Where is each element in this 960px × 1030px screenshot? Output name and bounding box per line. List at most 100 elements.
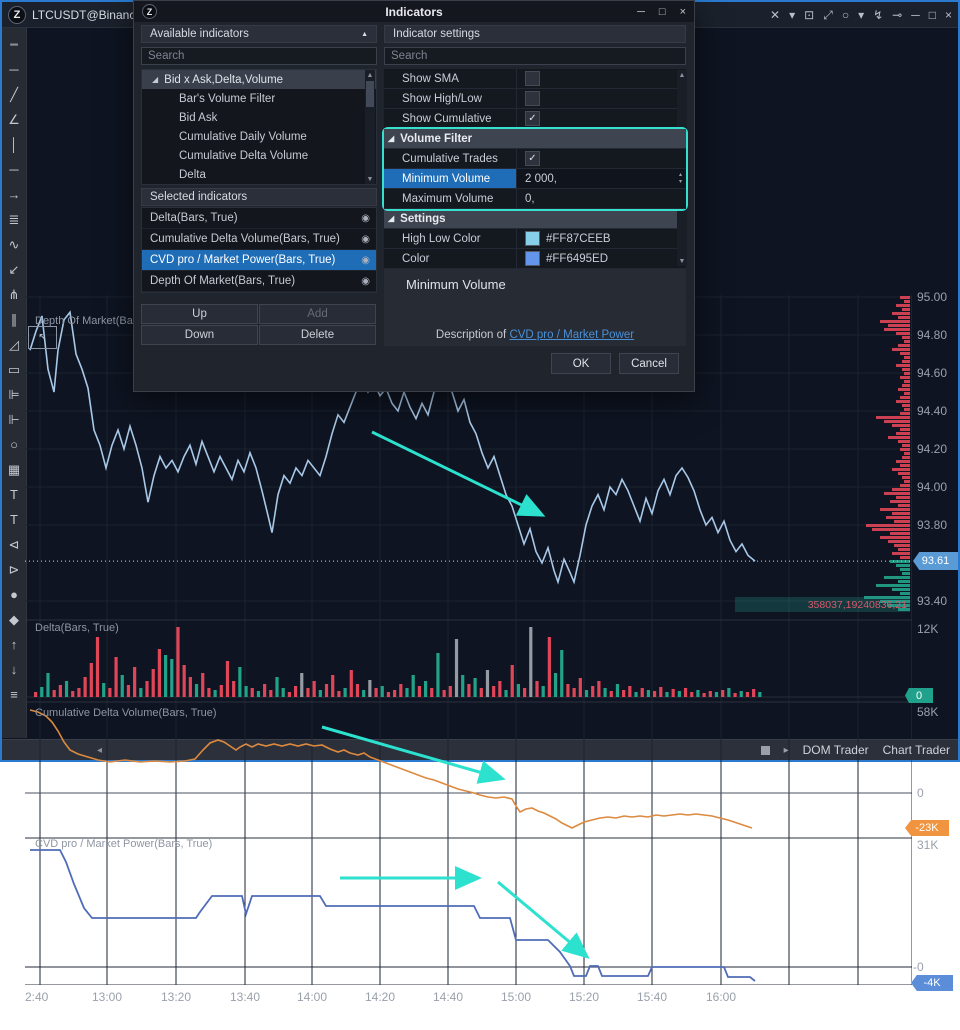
diamond-tool-icon[interactable]: ◆ xyxy=(2,607,27,632)
color-swatch[interactable] xyxy=(525,231,540,246)
settings-row-volume-filter[interactable]: ◢Volume Filter xyxy=(384,129,686,149)
sort-tool-icon[interactable]: ≡ xyxy=(2,682,27,707)
cancel-button[interactable]: Cancel xyxy=(619,353,679,374)
marker-tool-icon[interactable]: ↙ xyxy=(2,257,27,282)
section-expanded-icon[interactable]: ◢ xyxy=(388,214,394,223)
drawings-tools-icon[interactable]: ✕ xyxy=(770,9,780,21)
up-button[interactable]: Up xyxy=(141,304,258,324)
scroll-down-icon[interactable]: ▼ xyxy=(365,174,375,184)
setting-value[interactable]: ✓ xyxy=(516,109,686,128)
selected-indicator-row[interactable]: Delta(Bars, True)◉ xyxy=(142,208,376,229)
visibility-eye-icon[interactable]: ◉ xyxy=(361,213,370,224)
setting-value[interactable] xyxy=(516,89,686,108)
pitchfork-tool-icon[interactable]: ⋔ xyxy=(2,282,27,307)
arrow-up-tool-icon[interactable]: ↑ xyxy=(2,632,27,657)
visibility-eye-icon[interactable]: ◉ xyxy=(361,276,370,287)
window-maximize-icon[interactable]: □ xyxy=(929,9,936,21)
window-minimize-icon[interactable]: ─ xyxy=(911,9,920,21)
delete-button[interactable]: Delete xyxy=(259,325,376,345)
available-indicators-header[interactable]: Available indicators ▲ xyxy=(141,25,377,43)
color-swatch[interactable] xyxy=(525,251,540,266)
shape-caret-icon[interactable]: ▾ xyxy=(858,9,864,21)
price-label-tool-icon[interactable]: ⊲ xyxy=(2,532,27,557)
scroll-up-icon[interactable]: ▲ xyxy=(677,70,687,80)
settings-row-maximum-volume[interactable]: Maximum Volume0, xyxy=(384,189,686,209)
triangle-tool-icon[interactable]: ◿ xyxy=(2,332,27,357)
tree-group-bidxask[interactable]: ◢ Bid x Ask,Delta,Volume xyxy=(142,70,376,89)
text-anchored-tool-icon[interactable]: T xyxy=(2,482,27,507)
tree-item[interactable]: Cumulative Delta Volume xyxy=(142,146,376,165)
arrow-down-tool-icon[interactable]: ↓ xyxy=(2,657,27,682)
visibility-eye-icon[interactable]: ◉ xyxy=(361,255,370,266)
shape-icon[interactable]: ○ xyxy=(842,9,849,21)
dialog-close-button[interactable]: × xyxy=(680,6,686,18)
tree-item[interactable]: Cumulative Daily Volume xyxy=(142,127,376,146)
setting-value[interactable]: 2 000,▴▾ xyxy=(516,169,686,188)
drawings-tools-caret-icon[interactable]: ▾ xyxy=(789,9,795,21)
pin-icon[interactable]: ⊸ xyxy=(892,9,902,21)
down-button[interactable]: Down xyxy=(141,325,258,345)
tree-item[interactable]: Delta xyxy=(142,165,376,184)
settings-row-color[interactable]: Color#FF6495ED xyxy=(384,249,686,269)
spinner-down-icon[interactable]: ▾ xyxy=(679,179,682,186)
ruler2-tool-icon[interactable]: ⊩ xyxy=(2,407,27,432)
setting-value[interactable] xyxy=(516,69,686,88)
selected-indicator-row[interactable]: Depth Of Market(Bars, True)◉ xyxy=(142,271,376,292)
vertical-line-tool-icon[interactable]: │ xyxy=(2,132,27,157)
scroll-down-icon[interactable]: ▼ xyxy=(677,256,687,266)
spinner-up-icon[interactable]: ▴ xyxy=(679,172,682,179)
polyline-tool-icon[interactable]: ∿ xyxy=(2,232,27,257)
tree-item[interactable]: Bid Ask xyxy=(142,108,376,127)
horizontal-line-tool-icon[interactable]: ─ xyxy=(2,57,27,82)
checkbox[interactable] xyxy=(525,91,540,106)
description-link[interactable]: CVD pro / Market Power xyxy=(509,329,634,341)
settings-row-show-high-low[interactable]: Show High/Low xyxy=(384,89,686,109)
settings-row-settings[interactable]: ◢Settings xyxy=(384,209,686,229)
scroll-up-icon[interactable]: ▲ xyxy=(365,70,375,80)
settings-row-cumulative-trades[interactable]: Cumulative Trades✓ xyxy=(384,149,686,169)
trend-line-tool-icon[interactable]: ╱ xyxy=(2,82,27,107)
checkbox[interactable]: ✓ xyxy=(525,151,540,166)
checkbox[interactable]: ✓ xyxy=(525,111,540,126)
setting-value[interactable]: ✓ xyxy=(516,149,686,168)
magnet-icon[interactable]: ↯ xyxy=(873,9,883,21)
settings-row-show-sma[interactable]: Show SMA xyxy=(384,69,686,89)
settings-row-high-low-color[interactable]: High Low Color#FF87CEEB xyxy=(384,229,686,249)
tree-item[interactable]: Bar's Volume Filter xyxy=(142,89,376,108)
screenshot-icon[interactable]: ⊡ xyxy=(804,9,814,21)
ellipse-tool-icon[interactable]: ○ xyxy=(2,432,27,457)
fullscreen-icon[interactable]: ⤢ xyxy=(823,9,833,21)
arrow-tool-icon[interactable]: → xyxy=(2,182,27,207)
settings-row-show-cumulative[interactable]: Show Cumulative✓ xyxy=(384,109,686,129)
setting-value[interactable]: #FF6495ED xyxy=(516,249,686,268)
dialog-minimize-button[interactable]: ─ xyxy=(637,6,645,18)
checkbox[interactable] xyxy=(525,71,540,86)
levels-tool-icon[interactable]: ≣ xyxy=(2,207,27,232)
angle-tool-icon[interactable]: ∠ xyxy=(2,107,27,132)
text-tool-icon[interactable]: T xyxy=(2,507,27,532)
setting-value[interactable]: #FF87CEEB xyxy=(516,229,686,248)
window-close-icon[interactable]: × xyxy=(945,9,952,21)
rectangle-tool-icon[interactable]: ▭ xyxy=(2,357,27,382)
ok-button[interactable]: OK xyxy=(551,353,611,374)
channel-tool-icon[interactable]: ∥ xyxy=(2,307,27,332)
settings-search-input[interactable] xyxy=(384,47,686,65)
spinner-control[interactable]: ▴▾ xyxy=(679,169,682,188)
tree-scrollbar-thumb[interactable] xyxy=(366,81,374,107)
tree-expanded-icon[interactable]: ◢ xyxy=(152,75,158,84)
add-button[interactable]: Add xyxy=(259,304,376,324)
settings-row-minimum-volume[interactable]: Minimum Volume2 000,▴▾ xyxy=(384,169,686,189)
selected-indicator-row[interactable]: Cumulative Delta Volume(Bars, True)◉ xyxy=(142,229,376,250)
pattern-tool-icon[interactable]: ┉ xyxy=(2,32,27,57)
section-expanded-icon[interactable]: ◢ xyxy=(388,134,394,143)
dot-tool-icon[interactable]: ● xyxy=(2,582,27,607)
dialog-titlebar[interactable]: Z Indicators ─ □ × xyxy=(134,1,694,22)
tree-scrollbar[interactable]: ▲ ▼ xyxy=(365,70,375,184)
dialog-maximize-button[interactable]: □ xyxy=(659,6,666,18)
ray-tool-icon[interactable]: ─ xyxy=(2,157,27,182)
collapse-icon[interactable]: ▲ xyxy=(361,31,368,38)
ruler-tool-icon[interactable]: ⊫ xyxy=(2,382,27,407)
visibility-eye-icon[interactable]: ◉ xyxy=(361,234,370,245)
note-tool-icon[interactable]: ⊳ xyxy=(2,557,27,582)
selected-indicator-row[interactable]: CVD pro / Market Power(Bars, True)◉ xyxy=(142,250,376,271)
